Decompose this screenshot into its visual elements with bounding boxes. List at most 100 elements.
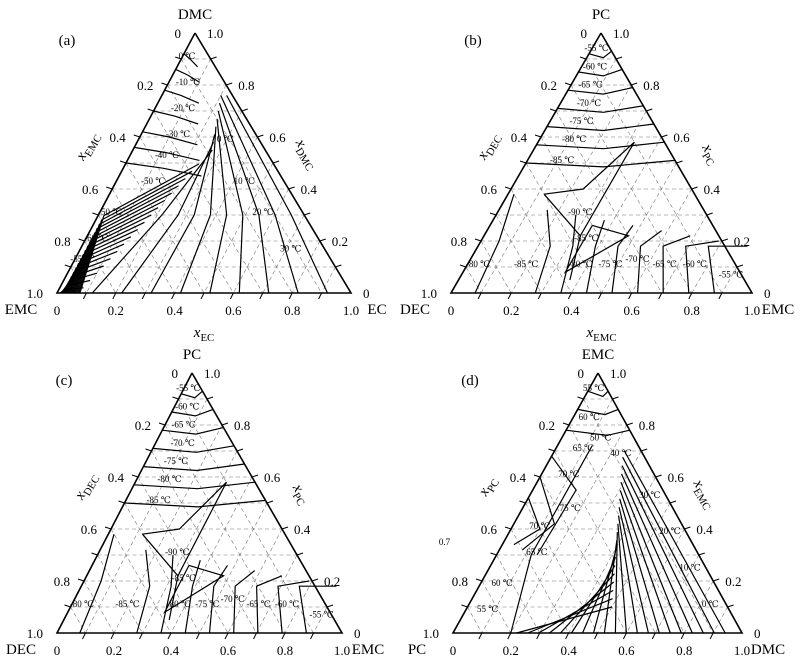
isotherm-line bbox=[162, 427, 224, 435]
isotherm-line bbox=[577, 408, 619, 416]
tick-mark bbox=[92, 212, 99, 216]
isotherm-label: 55 ℃ bbox=[583, 383, 604, 393]
right-tick-label: 0.4 bbox=[294, 522, 311, 537]
right-axis-title-sub: DMC bbox=[293, 146, 316, 173]
tick-mark bbox=[310, 632, 314, 640]
right-tick-label: 1.0 bbox=[204, 366, 220, 381]
tick-mark bbox=[598, 292, 602, 300]
isotherm-line bbox=[133, 481, 256, 490]
tick-mark bbox=[296, 552, 304, 556]
tick-mark bbox=[226, 82, 233, 86]
right-axis-title: xPC bbox=[695, 141, 722, 169]
isotherm-line bbox=[567, 87, 633, 95]
tick-marks bbox=[64, 56, 342, 300]
isotherm-label: 70 ℃ bbox=[529, 521, 550, 531]
left-tick-label: 1.0 bbox=[27, 286, 43, 301]
isotherm-label: -85 ℃ bbox=[574, 233, 598, 243]
isotherm-label: -80 ℃ bbox=[466, 259, 490, 269]
right-tick-label: 1.0 bbox=[613, 26, 629, 41]
isotherm-label: -55 ℃ bbox=[719, 269, 743, 279]
isotherm-label: -85 ℃ bbox=[550, 155, 574, 165]
bottom-tick-label: 0.2 bbox=[503, 303, 519, 318]
right-component-label: EMC bbox=[352, 642, 385, 658]
bottom-axis-title-var: x bbox=[585, 325, 593, 341]
tick-mark bbox=[304, 212, 311, 216]
isotherm-label: -60 ℃ bbox=[84, 233, 108, 243]
left-tick-label: 0.6 bbox=[481, 522, 498, 537]
isotherm-line bbox=[220, 95, 299, 294]
tick-mark bbox=[64, 264, 71, 268]
panel-a: 0 0.2 0.4 0.6 0.8 1.01.00.80.60.40.2000.20.40… bbox=[5, 7, 387, 344]
grid-line bbox=[510, 84, 632, 294]
isotherm-label: -50 ℃ bbox=[98, 207, 122, 217]
tick-mark bbox=[133, 134, 140, 138]
isotherm-line bbox=[622, 456, 715, 634]
left-tick-label: 0.6 bbox=[481, 182, 498, 197]
isotherm-line bbox=[560, 573, 615, 634]
isotherm-line bbox=[525, 159, 676, 168]
bottom-tick-label: 0.4 bbox=[163, 643, 180, 658]
right-tick-label: 0.4 bbox=[696, 522, 713, 537]
isotherm-label: 40 ℃ bbox=[610, 448, 631, 458]
isotherm-line bbox=[163, 564, 225, 614]
isotherm-line bbox=[152, 445, 235, 453]
apex-component-label: PC bbox=[592, 7, 610, 23]
right-tick-label: 1.0 bbox=[610, 366, 626, 381]
bottom-tick-label: 0.6 bbox=[618, 643, 635, 658]
right-tick-label: 0 bbox=[354, 626, 361, 641]
isotherm-line bbox=[153, 110, 199, 125]
tick-mark bbox=[519, 160, 527, 164]
grid-line bbox=[495, 214, 542, 294]
left-tick-label: 0 bbox=[581, 26, 588, 41]
isotherm-label: 30 ℃ bbox=[280, 243, 301, 253]
left-tick-label: 0.8 bbox=[452, 574, 468, 589]
tick-mark bbox=[288, 292, 293, 300]
isotherm-label: 0 ℃ bbox=[179, 51, 196, 61]
tick-mark bbox=[139, 632, 143, 640]
isotherm-label: 20 ℃ bbox=[252, 207, 273, 217]
tick-mark bbox=[669, 500, 677, 504]
isotherm-line bbox=[164, 89, 200, 104]
bottom-axis-title: xEC bbox=[193, 325, 214, 344]
grid-line bbox=[125, 162, 205, 294]
bottom-tick-label: 1.0 bbox=[734, 643, 750, 658]
isotherm-label: -80 ℃ bbox=[568, 259, 592, 269]
right-tick-label: 0 bbox=[363, 286, 370, 301]
isotherm-line bbox=[184, 560, 201, 634]
left-axis-title-sub: DEC bbox=[484, 133, 505, 158]
isotherm-lines bbox=[59, 53, 329, 294]
grid-line bbox=[115, 84, 227, 294]
tick-mark bbox=[567, 292, 572, 300]
tick-mark bbox=[537, 292, 542, 300]
bottom-tick-label: 0 bbox=[448, 303, 455, 318]
left-tick-label: 1.0 bbox=[27, 626, 43, 641]
isotherm-label: 75 ℃ bbox=[560, 503, 581, 513]
isotherm-label: 50 ℃ bbox=[590, 433, 611, 443]
left-tick-label: 0.8 bbox=[54, 234, 70, 249]
tick-mark bbox=[112, 292, 117, 300]
tick-mark bbox=[549, 108, 557, 112]
tick-mark bbox=[736, 264, 744, 268]
grid-line bbox=[110, 528, 172, 634]
isotherm-line bbox=[587, 390, 609, 398]
grid-line bbox=[555, 110, 662, 294]
apex-component-label: EMC bbox=[582, 347, 615, 363]
grid-line bbox=[321, 266, 336, 294]
right-tick-label: 0.8 bbox=[238, 78, 254, 93]
isotherm-line bbox=[79, 163, 200, 294]
tick-mark bbox=[281, 526, 289, 530]
tick-mark bbox=[658, 292, 663, 300]
panel-c: 0 0.2 0.4 0.6 0.8 1.0 1.0 0.8 0.6 0.4 0.2 0 0 0.2 0.4 0… bbox=[6, 347, 385, 668]
isotherm-line bbox=[618, 507, 649, 634]
tick-mark bbox=[318, 292, 323, 300]
grid-line bbox=[626, 528, 685, 634]
isotherm-line bbox=[298, 585, 337, 634]
isotherm-label: -85 ℃ bbox=[147, 495, 171, 505]
right-tick-label: 0.6 bbox=[668, 470, 685, 485]
tick-mark bbox=[161, 82, 168, 86]
tick-mark bbox=[615, 56, 623, 60]
isotherm-label: -60 ℃ bbox=[583, 61, 607, 71]
grid-line bbox=[585, 58, 723, 294]
isotherm-line bbox=[536, 455, 577, 556]
tick-mark bbox=[326, 604, 334, 608]
